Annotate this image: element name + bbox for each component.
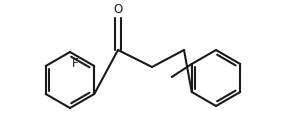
Text: F: F — [72, 57, 79, 70]
Text: O: O — [113, 3, 123, 16]
